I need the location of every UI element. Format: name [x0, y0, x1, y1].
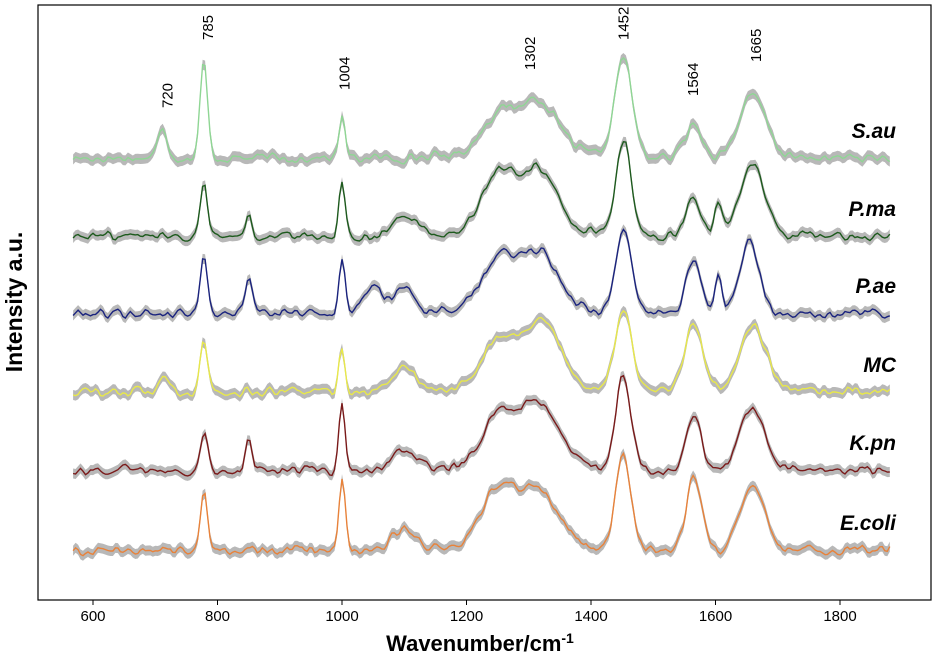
series-label-MC: MC [863, 354, 896, 377]
series-line-Pae [72, 228, 891, 320]
plot-frame [37, 4, 932, 601]
series-label-Pma: P.ma [849, 198, 897, 221]
x-tick-label-1000: 1000 [325, 608, 358, 625]
x-tick-label-600: 600 [80, 608, 105, 625]
peak-labels: 720 785 1004 1302 1452 1564 1665 [160, 7, 765, 108]
x-axis-title: Wavenumber/cm-1 [386, 630, 574, 656]
series-line-Sau [72, 57, 891, 165]
x-axis-title-text: Wavenumber/cm [386, 631, 561, 656]
peak-label-720: 720 [160, 83, 177, 108]
peak-label-1004: 1004 [337, 57, 354, 90]
series-line-Ecoli [72, 451, 891, 557]
series-line-Pma [72, 141, 891, 242]
series-line-MC [72, 309, 891, 398]
x-axis-ticks: 600 800 1000 1200 1400 1600 1800 [80, 600, 857, 625]
peak-label-1564: 1564 [685, 63, 702, 96]
series-label-Kpn: K.pn [849, 432, 896, 455]
peak-label-1452: 1452 [615, 7, 632, 40]
series-label-Sau: S.au [852, 120, 897, 143]
series-label-Pae: P.ae [856, 275, 897, 298]
x-tick-label-1600: 1600 [699, 608, 732, 625]
x-tick-label-800: 800 [205, 608, 230, 625]
x-tick-label-1400: 1400 [574, 608, 607, 625]
peak-label-1302: 1302 [522, 37, 539, 70]
peak-label-1665: 1665 [748, 29, 765, 62]
x-axis-title-superscript: -1 [561, 630, 574, 646]
y-axis-title: Intensity a.u. [1, 232, 27, 373]
x-tick-label-1800: 1800 [823, 608, 856, 625]
x-tick-label-1200: 1200 [450, 608, 483, 625]
series-label-Ecoli: E.coli [840, 512, 897, 535]
series-line-Kpn [72, 374, 890, 477]
series-band-Ecoli [73, 448, 890, 561]
peak-label-785: 785 [200, 15, 217, 40]
series-layer: S.au P.ma P.ae MC K.pn E.coli [72, 53, 897, 561]
series-band-Pma [73, 136, 890, 247]
